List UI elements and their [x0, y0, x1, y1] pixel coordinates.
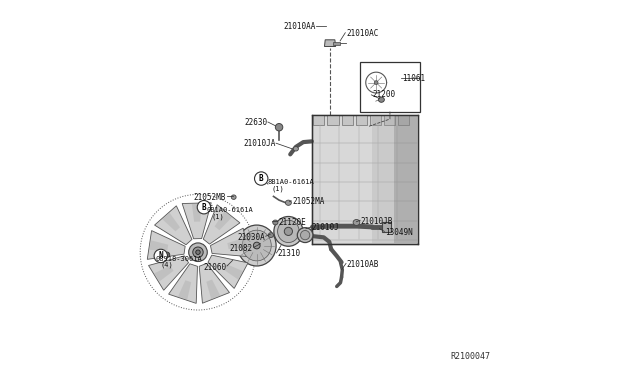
Polygon shape — [227, 238, 246, 249]
Text: 21052MB: 21052MB — [194, 193, 227, 202]
Polygon shape — [211, 228, 249, 257]
Text: (1): (1) — [271, 186, 284, 192]
Text: 21082: 21082 — [230, 244, 253, 253]
Polygon shape — [324, 40, 335, 46]
Text: B: B — [202, 203, 206, 212]
Text: B: B — [259, 174, 264, 183]
Bar — [384, 115, 395, 125]
Text: 21052MA: 21052MA — [292, 197, 324, 206]
Text: 08918-3061A: 08918-3061A — [156, 256, 202, 262]
Ellipse shape — [193, 247, 203, 257]
Polygon shape — [148, 256, 189, 290]
Polygon shape — [206, 279, 220, 299]
Circle shape — [154, 249, 168, 263]
Polygon shape — [204, 205, 240, 244]
Bar — [370, 115, 381, 125]
Ellipse shape — [164, 252, 170, 258]
Circle shape — [197, 201, 211, 214]
Text: 21010J: 21010J — [312, 223, 340, 232]
Text: 21010JB: 21010JB — [361, 217, 394, 226]
Polygon shape — [223, 264, 243, 280]
Bar — [398, 115, 410, 125]
Text: 22630: 22630 — [244, 118, 267, 126]
Ellipse shape — [189, 243, 207, 262]
Ellipse shape — [275, 124, 283, 131]
Polygon shape — [199, 263, 230, 303]
Text: N: N — [159, 251, 163, 260]
Ellipse shape — [243, 230, 271, 261]
Text: (4): (4) — [160, 262, 173, 269]
Ellipse shape — [298, 228, 313, 243]
Text: 0B1A0-6161A: 0B1A0-6161A — [207, 207, 253, 213]
Bar — [314, 115, 324, 125]
Polygon shape — [182, 203, 211, 239]
Ellipse shape — [293, 147, 298, 151]
Text: 21010JA: 21010JA — [243, 139, 275, 148]
Polygon shape — [154, 266, 173, 282]
Polygon shape — [214, 211, 232, 230]
Text: 11061: 11061 — [402, 74, 425, 83]
Text: 13049N: 13049N — [385, 228, 413, 237]
Text: 21120E: 21120E — [278, 218, 306, 227]
Bar — [383, 222, 390, 232]
Polygon shape — [168, 264, 198, 304]
Polygon shape — [155, 206, 192, 245]
Polygon shape — [178, 280, 191, 300]
Bar — [312, 115, 418, 244]
Bar — [342, 115, 353, 125]
Bar — [360, 62, 420, 112]
Bar — [394, 116, 417, 243]
Bar — [333, 42, 340, 45]
Polygon shape — [147, 231, 185, 259]
Bar — [372, 116, 394, 243]
Bar — [328, 115, 339, 125]
Text: 21310: 21310 — [277, 249, 300, 258]
Text: 21060: 21060 — [203, 263, 227, 272]
Ellipse shape — [278, 220, 299, 243]
Text: 21010AC: 21010AC — [346, 29, 378, 38]
Ellipse shape — [300, 230, 310, 240]
Ellipse shape — [374, 81, 378, 84]
Ellipse shape — [378, 97, 385, 102]
Ellipse shape — [268, 233, 273, 238]
Ellipse shape — [196, 250, 200, 254]
Text: 8B1A0-6161A: 8B1A0-6161A — [267, 179, 314, 185]
Polygon shape — [163, 213, 180, 231]
Ellipse shape — [231, 195, 236, 199]
Bar — [356, 115, 367, 125]
Ellipse shape — [284, 227, 292, 235]
Text: 21030A: 21030A — [237, 233, 265, 242]
Polygon shape — [149, 240, 168, 251]
Ellipse shape — [273, 220, 278, 225]
Text: 21010AA: 21010AA — [283, 22, 316, 31]
Circle shape — [255, 172, 268, 185]
Ellipse shape — [353, 219, 360, 225]
Polygon shape — [208, 255, 248, 288]
Ellipse shape — [274, 217, 303, 246]
Ellipse shape — [237, 225, 276, 266]
Ellipse shape — [285, 200, 291, 205]
Text: R2100047: R2100047 — [451, 352, 490, 361]
Text: (1): (1) — [211, 214, 224, 220]
Ellipse shape — [253, 242, 260, 249]
Text: 21010AB: 21010AB — [347, 260, 379, 269]
Text: 21200: 21200 — [372, 90, 396, 99]
Polygon shape — [192, 204, 202, 222]
